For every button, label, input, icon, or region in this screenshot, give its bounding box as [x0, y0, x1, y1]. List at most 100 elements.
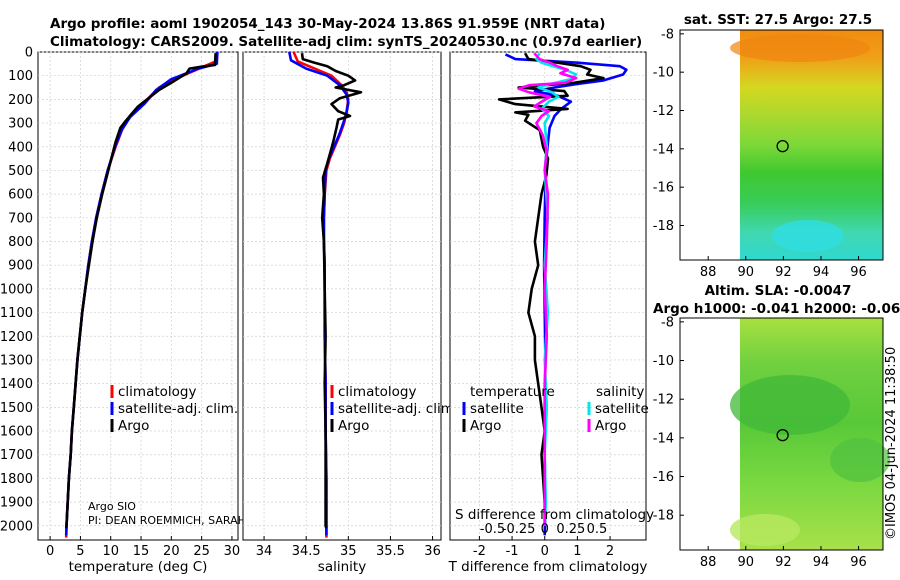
series-argo [300, 53, 363, 529]
depth-tick-label: 1800 [0, 472, 33, 487]
difference-tick-labels: -2 -1 0 1 2 [473, 536, 614, 559]
lat-tick-label: -12 [653, 104, 674, 119]
series-s-argo [517, 52, 578, 526]
figure-title-line2: Climatology: CARS2009. Satellite-adj cli… [50, 34, 642, 50]
legend-climatology-label: climatology [118, 384, 196, 400]
depth-tick-label: 1400 [0, 377, 33, 392]
depth-tick-label: 2000 [0, 519, 33, 534]
salinity-difference-axis-label: S difference from climatology [455, 507, 654, 523]
sst-map-panel: sat. SST: 27.5 Argo: 27.5 88 90 92 94 96 -8 -1… [653, 12, 884, 280]
x-tick-label: 15 [133, 544, 150, 559]
salinity-tick-labels: 34 34.5 35 35.5 36 [256, 536, 441, 559]
temperature-axes-box [37, 51, 239, 541]
temperature-tick-labels: 0 5 10 15 20 25 30 [46, 536, 240, 559]
lat-tick-label: -14 [653, 431, 674, 446]
sla-high-patch [730, 514, 800, 546]
depth-tick-label: 1100 [0, 306, 33, 321]
x-tick-label: 34.5 [292, 544, 321, 559]
legend-t-satellite-label: satellite [470, 401, 524, 417]
depth-tick-labels: 0 100 200 300 400 500 600 700 800 900 1000 1100 1200… [0, 46, 33, 535]
sla-map-panel: Altim. SLA: -0.0047 Argo h1000: -0.041 h… [653, 283, 900, 570]
lat-tick-label: -18 [653, 219, 674, 234]
lon-tick-label: 94 [813, 555, 830, 570]
salinity-difference-tick-label: -0.25 [502, 522, 536, 537]
sst-tick-labels: 88 90 92 94 96 -8 -10 -12 -14 -16 -18 [653, 27, 867, 280]
sla-axes-box [679, 317, 884, 551]
depth-tick-label: 1200 [0, 330, 33, 345]
difference-series [497, 52, 628, 536]
temperature-xlabel: temperature (deg C) [69, 559, 208, 575]
x-tick-label: 25 [193, 544, 210, 559]
depth-tick-label: 0 [25, 46, 33, 61]
legend-argo-label: Argo [118, 418, 149, 434]
legend-temperature-title: temperature [470, 384, 555, 400]
lat-tick-label: -8 [661, 27, 674, 42]
legend-climatology-label: climatology [338, 384, 416, 400]
depth-tick-label: 300 [8, 117, 33, 132]
salinity-series [288, 51, 363, 538]
depth-tick-label: 400 [8, 140, 33, 155]
lon-tick-label: 88 [700, 265, 717, 280]
difference-legend: temperature salinity satellite Argo sate… [462, 384, 649, 434]
x-tick-label: 34 [256, 544, 273, 559]
x-tick-label: 36 [424, 544, 441, 559]
sst-map-title: sat. SST: 27.5 Argo: 27.5 [684, 12, 872, 28]
x-tick-label: 35 [340, 544, 357, 559]
x-tick-label: 35.5 [376, 544, 405, 559]
sla-map-subtitle: Argo h1000: -0.041 h2000: -0.064 [653, 301, 900, 317]
depth-tick-label: 1500 [0, 401, 33, 416]
lon-tick-label: 96 [850, 265, 867, 280]
figure-title-line1: Argo profile: aoml 1902054_143 30-May-20… [50, 16, 605, 32]
credit-line2: PI: DEAN ROEMMICH, SARAH [88, 514, 246, 527]
legend-s-satellite-label: satellite [595, 401, 649, 417]
legend-s-argo-label: Argo [595, 418, 626, 434]
x-tick-label: 1 [573, 544, 581, 559]
lon-tick-label: 88 [700, 555, 717, 570]
lat-tick-label: -16 [653, 181, 674, 196]
x-tick-label: -1 [506, 544, 519, 559]
lat-tick-label: -10 [653, 66, 674, 81]
sst-cool-patch [772, 220, 844, 252]
lon-tick-label: 92 [775, 265, 792, 280]
sst-warm-patch [730, 34, 870, 62]
sla-field [740, 318, 883, 550]
lat-tick-label: -8 [661, 315, 674, 330]
depth-tick-label: 200 [8, 93, 33, 108]
depth-tick-label: 600 [8, 188, 33, 203]
credit-line1: Argo SIO [88, 500, 136, 513]
lat-tick-label: -12 [653, 393, 674, 408]
sla-low-patch-2 [830, 438, 890, 482]
sla-low-patch [730, 375, 850, 435]
legend-argo-label: Argo [338, 418, 369, 434]
salinity-axes-box [242, 51, 442, 541]
x-tick-label: 0 [541, 544, 549, 559]
difference-xlabel: T difference from climatology [448, 559, 648, 575]
sst-axes-box [679, 29, 884, 261]
temperature-grid [38, 51, 238, 540]
depth-tick-label: 100 [8, 69, 33, 84]
sla-argo-location-marker [776, 429, 789, 442]
x-tick-label: 10 [102, 544, 119, 559]
difference-panel: -2 -1 0 1 2 T difference from climatology S … [448, 51, 654, 575]
salinity-xlabel: salinity [318, 559, 366, 575]
depth-tick-label: 1900 [0, 496, 33, 511]
series-argo [64, 53, 217, 529]
depth-tick-label: 500 [8, 164, 33, 179]
salinity-difference-tick-label: 0.25 [556, 522, 585, 537]
depth-tick-label: 1700 [0, 448, 33, 463]
lat-tick-label: -14 [653, 142, 674, 157]
salinity-difference-tick-label: 0.5 [587, 522, 608, 537]
lon-tick-label: 90 [738, 555, 755, 570]
salinity-panel: 34 34.5 35 35.5 36 salinity climatology sate… [242, 51, 458, 575]
depth-tick-label: 800 [8, 235, 33, 250]
salinity-difference-tick-label: 0 [541, 522, 549, 537]
imos-timestamp: ©IMOS 04-Jun-2024 11:38:50 [884, 347, 899, 540]
legend-satellite-label: satellite-adj. clim. [118, 401, 238, 417]
salinity-difference-tick-label: -0.5 [480, 522, 505, 537]
series-t-argo [497, 52, 605, 526]
x-tick-label: 30 [224, 544, 241, 559]
x-tick-label: 0 [46, 544, 54, 559]
lat-tick-label: -18 [653, 509, 674, 524]
legend-salinity-title: salinity [596, 384, 644, 400]
